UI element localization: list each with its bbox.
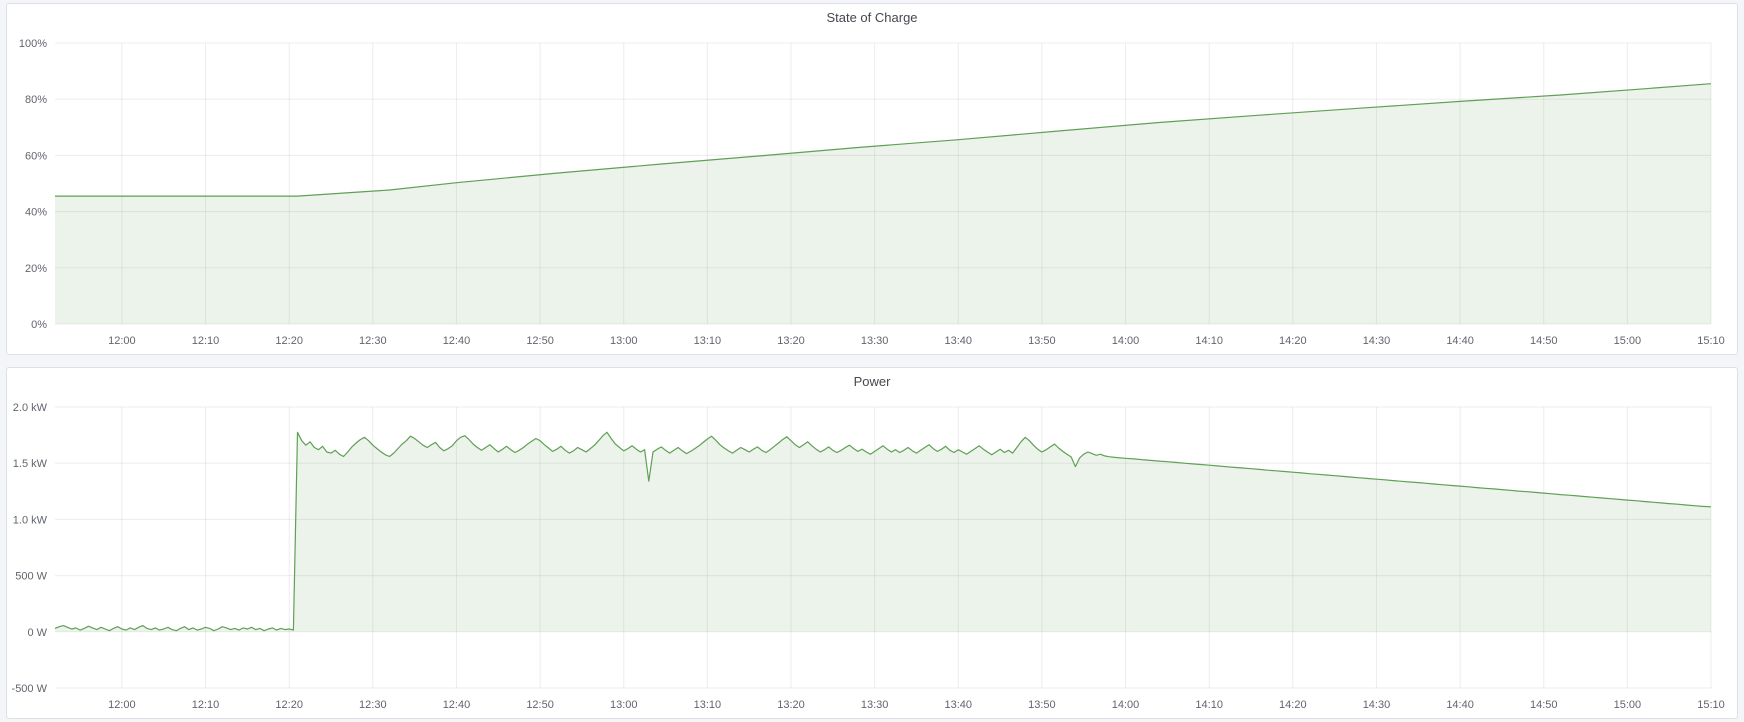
power-chart[interactable]: -500 W 0 W 500 W 1.0 kW 1.5 kW 2.0 kW 12:00 12:… — [7, 396, 1737, 718]
soc-chart[interactable]: 0% 20% 40% 60% 80% 100% 12:00 12:10 12:20 12:30 12… — [7, 32, 1737, 354]
x-tick-label: 14:30 — [1363, 335, 1391, 347]
x-tick-label: 12:10 — [192, 699, 220, 711]
x-tick-label: 12:20 — [275, 335, 303, 347]
y-tick-label: 100% — [19, 38, 47, 50]
x-tick-label: 15:10 — [1697, 335, 1725, 347]
y-tick-label: 40% — [25, 207, 47, 219]
x-tick-label: 14:50 — [1530, 699, 1558, 711]
x-tick-label: 13:00 — [610, 335, 638, 347]
x-tick-label: 14:10 — [1195, 335, 1223, 347]
power-area — [55, 432, 1711, 632]
x-tick-label: 14:20 — [1279, 335, 1307, 347]
panel-title-power[interactable]: Power — [853, 374, 891, 389]
panel-title-state-of-charge[interactable]: State of Charge — [826, 10, 918, 25]
y-tick-label: 1.5 kW — [13, 458, 48, 470]
soc-area — [55, 83, 1711, 324]
x-tick-label: 13:50 — [1028, 699, 1056, 711]
soc-line — [55, 83, 1712, 197]
x-tick-label: 12:00 — [108, 335, 136, 347]
y-tick-label: 1.0 kW — [13, 514, 48, 526]
x-tick-label: 14:30 — [1363, 699, 1391, 711]
x-tick-label: 12:40 — [443, 335, 471, 347]
y-tick-label: 0% — [31, 319, 47, 331]
x-tick-label: 12:50 — [526, 335, 554, 347]
x-tick-label: 12:30 — [359, 335, 387, 347]
x-tick-label: 15:10 — [1697, 699, 1725, 711]
x-tick-label: 14:10 — [1195, 699, 1223, 711]
x-tick-label: 13:00 — [610, 699, 638, 711]
y-tick-label: 20% — [25, 263, 47, 275]
x-tick-label: 13:10 — [694, 335, 722, 347]
x-tick-label: 12:10 — [192, 335, 220, 347]
x-tick-label: 12:30 — [359, 699, 387, 711]
x-tick-label: 12:00 — [108, 699, 136, 711]
x-tick-label: 13:50 — [1028, 335, 1056, 347]
x-tick-label: 14:00 — [1112, 335, 1140, 347]
y-tick-label: 500 W — [15, 571, 47, 583]
y-tick-label: 80% — [25, 94, 47, 106]
x-tick-label: 13:10 — [694, 699, 722, 711]
power-line — [54, 431, 1712, 632]
x-tick-label: 12:20 — [275, 699, 303, 711]
x-tick-label: 14:40 — [1446, 335, 1474, 347]
x-tick-label: 14:40 — [1446, 699, 1474, 711]
x-tick-label: 15:00 — [1614, 335, 1642, 347]
y-tick-label: 0 W — [27, 627, 47, 639]
x-tick-label: 13:40 — [945, 699, 973, 711]
panel-power: Power -500 W 0 W 500 W 1.0 kW 1.5 kW 2.0 kW 12… — [6, 367, 1738, 719]
y-tick-label: 60% — [25, 150, 47, 162]
x-tick-label: 14:20 — [1279, 699, 1307, 711]
y-tick-label: -500 W — [12, 683, 48, 695]
x-tick-label: 14:50 — [1530, 335, 1558, 347]
panel-state-of-charge: State of Charge 0% 20% 40% 60% 80% 100% 12:00 1… — [6, 3, 1738, 355]
x-tick-label: 13:20 — [777, 699, 805, 711]
x-tick-label: 12:50 — [526, 699, 554, 711]
x-tick-label: 13:20 — [777, 335, 805, 347]
x-tick-label: 13:30 — [861, 335, 889, 347]
x-tick-label: 12:40 — [443, 699, 471, 711]
x-tick-label: 15:00 — [1614, 699, 1642, 711]
x-tick-label: 13:30 — [861, 699, 889, 711]
y-tick-label: 2.0 kW — [13, 402, 48, 414]
x-tick-label: 13:40 — [945, 335, 973, 347]
x-tick-label: 14:00 — [1112, 699, 1140, 711]
